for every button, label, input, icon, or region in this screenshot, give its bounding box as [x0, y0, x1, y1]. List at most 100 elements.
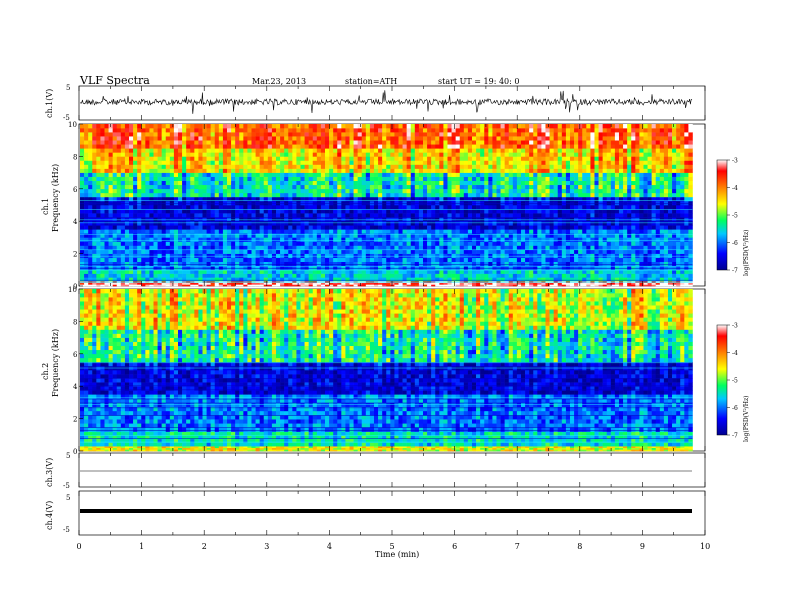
spectrogram-cell — [329, 168, 334, 173]
spectrogram-cell — [574, 213, 579, 218]
spectrogram-cell — [680, 180, 685, 186]
spectrogram-cell — [92, 249, 97, 254]
spectrogram-cell — [280, 229, 285, 234]
spectrogram-cell — [259, 176, 265, 181]
spectrogram-cell — [365, 164, 371, 169]
spectrogram-cell — [214, 237, 220, 242]
spectrogram-cell — [80, 273, 85, 278]
spectrogram-cell — [476, 184, 481, 190]
spectrogram-cell — [398, 257, 403, 262]
spectrogram-cell — [663, 265, 669, 271]
spectrogram-cell — [247, 257, 252, 262]
spectrogram-cell — [361, 261, 367, 267]
spectrogram-cell — [337, 257, 342, 262]
spectrogram-cell — [594, 241, 599, 246]
spectrogram-cell — [623, 225, 628, 230]
spectrogram-cell — [251, 188, 256, 194]
spectrogram-cell — [676, 282, 681, 285]
spectrogram-cell — [386, 225, 391, 230]
spectrogram-cell — [410, 196, 416, 202]
spectrogram-cell — [655, 176, 661, 181]
spectrogram-cell — [235, 205, 240, 210]
spectrogram-cell — [235, 241, 240, 246]
spectrogram-cell — [663, 261, 669, 267]
spectrogram-cell — [647, 273, 652, 278]
spectrogram-cell — [639, 245, 644, 250]
spectrogram-cell — [186, 225, 191, 230]
spectrogram-cell — [320, 241, 326, 246]
spectrogram-cell — [500, 196, 505, 202]
ch1-spectrogram-image — [80, 124, 693, 287]
spectrogram-cell — [431, 249, 436, 254]
spectrogram-cell — [496, 164, 501, 169]
spectrogram-cell — [178, 284, 183, 287]
spectrogram-cell — [235, 233, 240, 238]
spectrogram-cell — [129, 196, 134, 202]
spectrogram-cell — [455, 237, 461, 242]
spectrogram-cell — [594, 205, 599, 210]
spectrogram-cell — [337, 221, 342, 226]
spectrogram-cell — [492, 160, 497, 165]
spectrogram-cell — [569, 213, 575, 218]
spectrogram-cell — [210, 273, 216, 278]
spectrogram-cell — [512, 261, 518, 267]
spectrogram-cell — [378, 282, 383, 285]
spectrogram-cell — [373, 277, 379, 282]
spectrogram-cell — [239, 241, 244, 246]
spectrogram-cell — [341, 205, 346, 210]
spectrogram-cell — [451, 273, 456, 278]
spectrogram-cell — [410, 213, 416, 218]
spectrogram-cell — [141, 160, 146, 165]
spectrogram-cell — [182, 284, 187, 287]
spectrogram-cell — [361, 205, 367, 210]
spectrogram-cell — [84, 245, 89, 250]
spectrogram-cell — [104, 269, 109, 274]
spectrogram-cell — [100, 253, 105, 258]
spectrogram-cell — [431, 196, 436, 202]
spectrogram-cell — [80, 265, 85, 271]
spectrogram-cell — [504, 229, 510, 234]
spectrogram-cell — [157, 217, 162, 222]
spectrogram-cell — [512, 233, 518, 238]
spectrogram-cell — [329, 261, 334, 267]
spectrogram-cell — [251, 265, 256, 271]
spectrogram-cell — [598, 233, 603, 238]
spectrogram-cell — [557, 164, 563, 169]
spectrogram-cell — [210, 257, 216, 262]
spectrogram-cell — [520, 257, 526, 262]
spectrogram-cell — [684, 282, 689, 285]
spectrogram-cell — [120, 273, 126, 278]
spectrogram-cell — [463, 225, 469, 230]
spectrogram-cell — [447, 188, 452, 194]
spectrogram-cell — [251, 184, 256, 190]
spectrogram-cell — [333, 176, 338, 181]
spectrogram-cell — [598, 209, 603, 214]
spectrogram-cell — [688, 168, 693, 173]
spectrogram-cell — [635, 281, 640, 284]
spectrogram-cell — [275, 282, 281, 285]
spectrogram-cell — [659, 209, 665, 214]
spectrogram-cell — [476, 233, 481, 238]
spectrogram-cell — [610, 237, 616, 242]
spectrogram-cell — [618, 233, 624, 238]
spectrogram-cell — [145, 284, 150, 287]
spectrogram-cell — [390, 172, 395, 177]
spectrogram-cell — [300, 281, 305, 284]
spectrogram-cell — [651, 237, 657, 242]
spectrogram-cell — [271, 253, 277, 258]
spectrogram-cell — [574, 273, 579, 278]
spectrogram-cell — [222, 176, 228, 181]
spectrogram-cell — [431, 282, 436, 285]
spectrogram-cell — [631, 217, 636, 222]
spectrogram-cell — [390, 160, 395, 165]
spectrogram-cell — [520, 180, 526, 186]
spectrogram-cell — [382, 188, 387, 194]
spectrogram-cell — [243, 168, 248, 173]
spectrogram-cell — [659, 172, 665, 177]
spectrogram-cell — [537, 188, 542, 194]
spectrogram-cell — [643, 237, 648, 242]
spectrogram-cell — [672, 241, 677, 246]
spectrogram-cell — [222, 281, 228, 284]
spectrogram-cell — [84, 257, 89, 262]
spectrogram-cell — [471, 221, 477, 226]
